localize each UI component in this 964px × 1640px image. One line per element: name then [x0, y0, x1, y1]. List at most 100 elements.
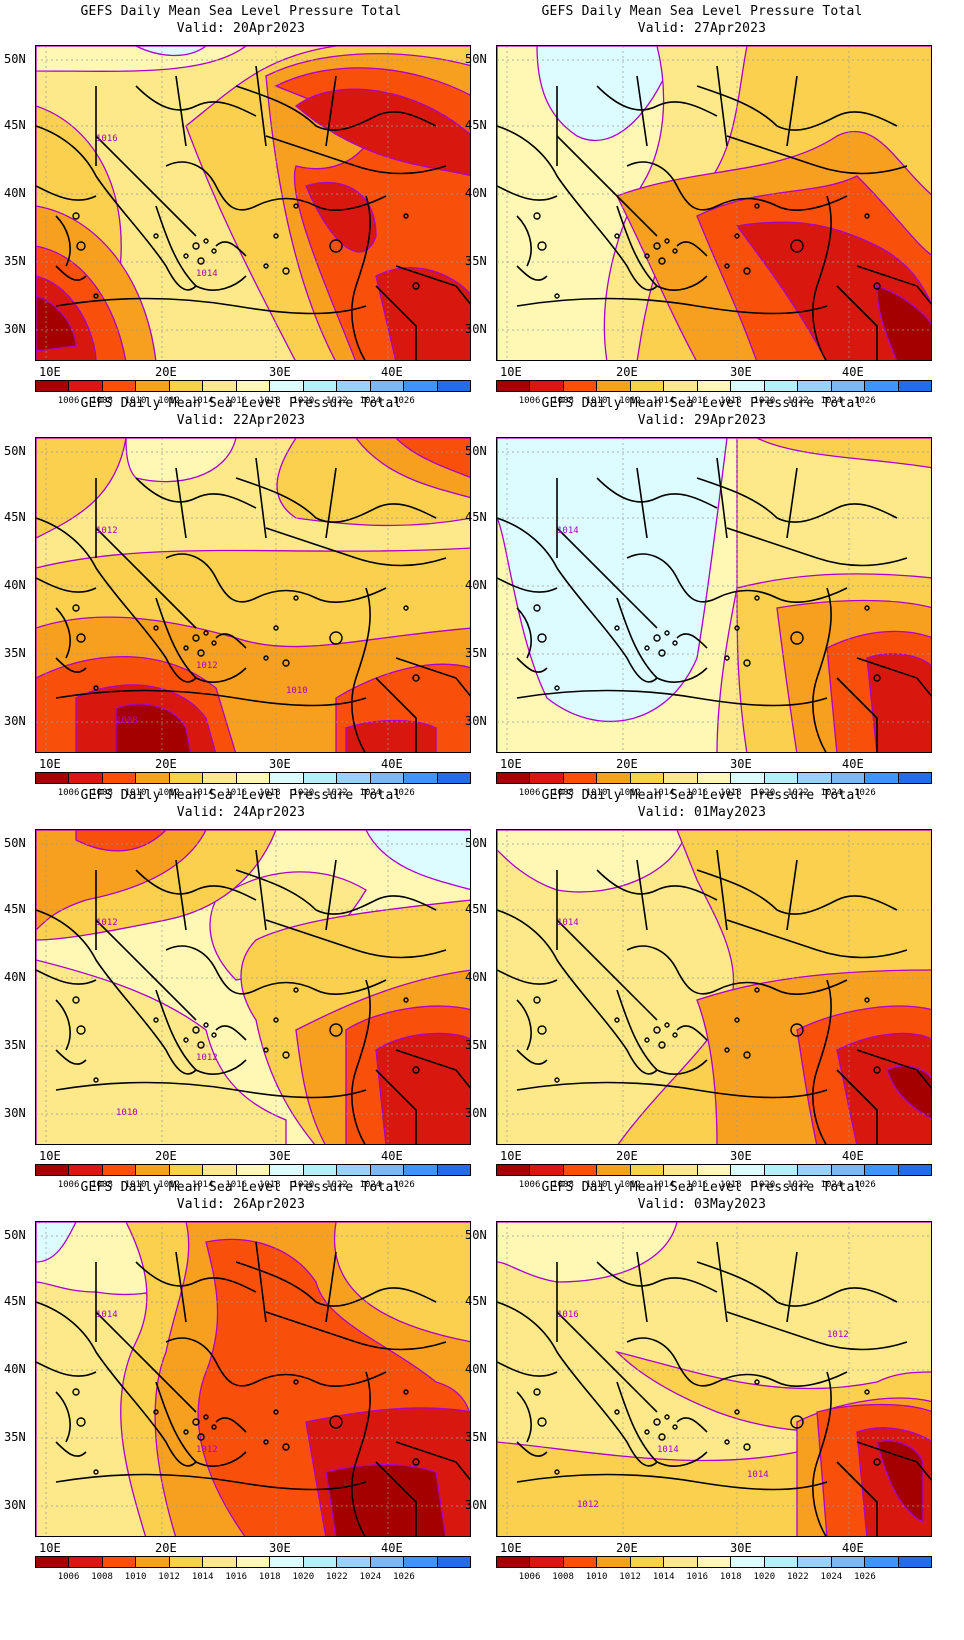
colorbar-swatch [136, 1165, 170, 1175]
chart-subtitle: Valid: 24Apr2023 [176, 805, 306, 820]
colorbar-swatch [664, 773, 698, 783]
colorbar-label: 1008 [552, 396, 574, 406]
coastline [516, 1391, 532, 1443]
island [153, 625, 159, 631]
island [873, 1066, 881, 1074]
island [790, 631, 804, 645]
coastline [856, 657, 931, 697]
chart-subtitle: Valid: 03May2023 [637, 1197, 767, 1212]
coastline [95, 1311, 197, 1413]
longitude-label: 40E [842, 1149, 864, 1163]
island [153, 1017, 159, 1023]
island [72, 604, 80, 612]
colorbar-label: 1024 [820, 396, 843, 406]
island [293, 203, 299, 209]
pressure-band-1008_1010 [36, 67, 470, 360]
colorbar-swatch [303, 1165, 338, 1175]
colorbar-swatch [270, 773, 304, 783]
coastline [36, 969, 97, 985]
longitude-label: 40E [381, 1541, 403, 1555]
island [93, 1469, 99, 1475]
latitude-label: 40N [4, 186, 26, 200]
coastline [36, 125, 197, 291]
coastline [55, 1049, 87, 1065]
colorbar-swatch [664, 1165, 698, 1175]
colorbar-swatch [831, 1165, 866, 1175]
chart-panel: GEFS Daily Mean Sea Level Pressure Total… [461, 784, 943, 1194]
island [743, 1051, 751, 1059]
colorbar-swatch [102, 381, 137, 391]
coastline [351, 587, 371, 752]
colorbar-swatch [630, 1165, 665, 1175]
island [403, 1389, 409, 1395]
latitude-label: 50N [465, 52, 487, 66]
colorbar-label: 1010 [585, 1180, 608, 1190]
colorbar-label: 1016 [225, 1180, 248, 1190]
colorbar-swatch [865, 381, 899, 391]
latitude-label: 30N [4, 714, 26, 728]
island [203, 630, 209, 636]
latitude-label: 45N [465, 118, 487, 132]
colorbar-swatch [764, 381, 799, 391]
colorbar-swatch [203, 381, 237, 391]
island [211, 248, 217, 254]
coastline [516, 215, 532, 267]
colorbar-swatch [597, 1557, 631, 1567]
colorbar-label: 1014 [652, 1572, 675, 1582]
coastline [626, 161, 848, 211]
coastline [626, 945, 848, 995]
contour-label: 1008 [116, 716, 138, 726]
latitude-label: 30N [465, 322, 487, 336]
coastline [351, 195, 371, 360]
pressure-band-1018_1020 [536, 46, 678, 142]
colorbar-swatch [370, 381, 405, 391]
colorbar-swatch [69, 1557, 103, 1567]
island [192, 1026, 200, 1034]
colorbar [496, 380, 932, 392]
latitude-label: 30N [465, 714, 487, 728]
island [282, 267, 290, 275]
colorbar-swatch [563, 773, 598, 783]
island [72, 1388, 80, 1396]
coastline [215, 1417, 247, 1433]
colorbar-swatch [597, 381, 631, 391]
island [93, 685, 99, 691]
latitude-label: 40N [465, 970, 487, 984]
island [664, 1414, 670, 1420]
island [93, 293, 99, 299]
island [537, 1417, 547, 1427]
colorbar-swatch [236, 1557, 271, 1567]
island [282, 1051, 290, 1059]
longitude-label: 10E [500, 1149, 522, 1163]
colorbar [35, 772, 471, 784]
colorbar-swatch [437, 1557, 471, 1567]
colorbar-label: 1026 [393, 1180, 415, 1190]
colorbar-swatch [898, 773, 932, 783]
coastline [696, 1261, 898, 1307]
longitude-label: 20E [155, 757, 177, 771]
longitude-label: 40E [381, 365, 403, 379]
map-area: 1012 1012 1010 [35, 829, 471, 1145]
contour-label: 1012 [96, 918, 118, 928]
colorbar-label: 1024 [820, 788, 843, 798]
colorbar-swatch [731, 773, 765, 783]
pressure-field: 1012 1012 1010 [36, 830, 470, 1144]
island [197, 1041, 205, 1049]
coastline [375, 677, 417, 752]
pressure-field: 1012 1012 1008 1010 [36, 438, 470, 752]
latitude-label: 50N [4, 444, 26, 458]
colorbar-label: 1022 [787, 1572, 809, 1582]
latitude-label: 50N [4, 52, 26, 66]
coastline [395, 1049, 470, 1089]
coastline [395, 657, 470, 697]
colorbar-label: 1022 [787, 788, 809, 798]
island [537, 241, 547, 251]
contour-label: 1014 [96, 1310, 118, 1320]
pressure-band-1006_1008 [735, 221, 931, 360]
colorbar-label: 1006 [518, 788, 541, 798]
coastline [165, 161, 387, 211]
colorbar-label: 1026 [393, 788, 415, 798]
pressure-band-1018_1020 [135, 46, 208, 57]
coastline [556, 919, 658, 1021]
island [653, 242, 661, 250]
